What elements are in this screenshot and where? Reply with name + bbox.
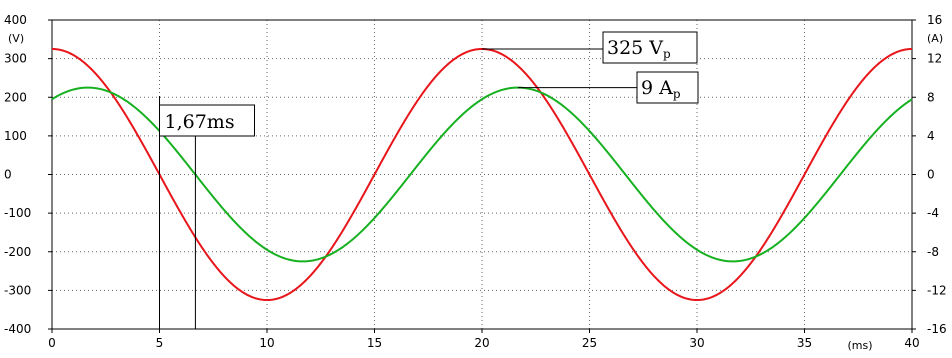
right-axis-unit: (A) [927, 32, 943, 45]
x-axis-unit: (ms) [847, 339, 872, 352]
right-tick-label: 8 [927, 90, 935, 104]
x-tick-label: 20 [474, 336, 489, 350]
right-tick-label: 16 [927, 13, 942, 27]
annotation-delay-label: 1,67ms [165, 111, 235, 133]
right-tick-label: 12 [927, 52, 942, 66]
x-tick-label: 40 [904, 336, 919, 350]
right-tick-label: 4 [927, 129, 935, 143]
right-tick-label: -8 [927, 245, 939, 259]
annotation-box-current-peak [636, 71, 699, 104]
annotation-box-delay [159, 104, 255, 137]
right-tick-label: -12 [927, 283, 947, 297]
x-tick-label: 0 [48, 336, 56, 350]
x-tick-label: 5 [156, 336, 164, 350]
x-tick-label: 30 [689, 336, 704, 350]
left-tick-label: 400 [4, 13, 27, 27]
right-tick-label: -16 [927, 322, 947, 336]
x-tick-label: 25 [582, 336, 597, 350]
left-tick-label: -200 [4, 245, 31, 259]
x-tick-label: 35 [797, 336, 812, 350]
x-tick-label: 10 [259, 336, 274, 350]
x-tick-label: 15 [367, 336, 382, 350]
left-tick-label: 0 [4, 168, 12, 182]
left-axis-ticks: 400 300 200 100 0 -100 -200 -300 -400 (V) [4, 13, 52, 336]
left-tick-label: -100 [4, 206, 31, 220]
left-tick-label: 300 [4, 52, 27, 66]
left-axis-unit: (V) [8, 32, 24, 45]
annotation-voltage-peak-label: 325 Vp [607, 37, 671, 61]
left-tick-label: 100 [4, 129, 27, 143]
right-tick-label: 0 [927, 168, 935, 182]
left-tick-label: -300 [4, 283, 31, 297]
x-axis-ticks: 0 5 10 15 20 25 30 35 40 (ms) [48, 329, 920, 352]
right-axis-ticks: 16 12 8 4 0 -4 -8 -12 -16 (A) [912, 13, 947, 336]
annotation-box-voltage-peak [602, 31, 698, 64]
left-tick-label: -400 [4, 322, 31, 336]
left-tick-label: 200 [4, 90, 27, 104]
right-tick-label: -4 [927, 206, 939, 220]
grid [52, 20, 912, 329]
